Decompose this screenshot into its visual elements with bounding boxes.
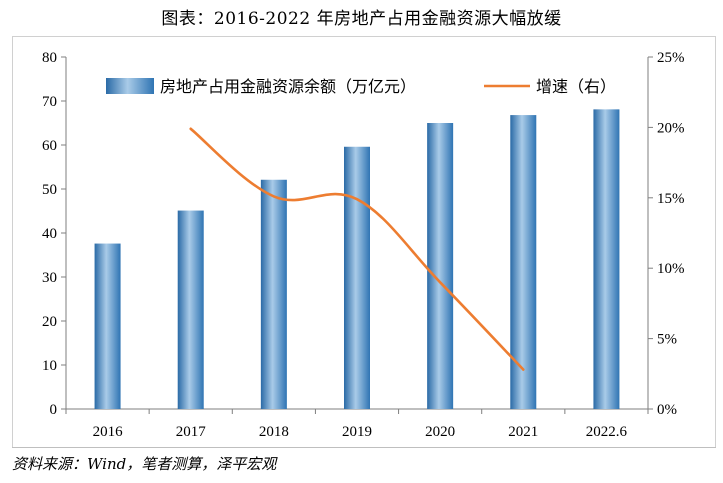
left-tick-label: 20 (42, 314, 57, 330)
bar (177, 210, 204, 409)
left-tick-label: 50 (42, 182, 57, 198)
bar (593, 109, 620, 410)
bar (510, 115, 537, 409)
left-tick-label: 80 (42, 50, 57, 66)
chart-title-prefix: 图表： (161, 9, 214, 29)
left-tick-label: 40 (42, 226, 57, 242)
right-tick-label: 0% (657, 402, 677, 418)
legend-bar-swatch (106, 78, 154, 94)
x-tick-label: 2020 (425, 424, 455, 440)
chart-title: 图表：2016-2022 年房地产占用金融资源大幅放缓 (0, 4, 723, 29)
right-tick-label: 5% (657, 332, 677, 348)
left-tick-label: 30 (42, 270, 57, 286)
x-tick-label: 2018 (259, 424, 289, 440)
x-tick-label: 2021 (508, 424, 538, 440)
x-tick-label: 2016 (93, 424, 124, 440)
source-note: 资料来源：Wind，笔者测算，泽平宏观 (12, 455, 277, 473)
growth-line (189, 127, 525, 371)
x-tick-label: 2019 (342, 424, 372, 440)
chart-title-text: 2016-2022 年房地产占用金融资源大幅放缓 (213, 9, 562, 29)
right-tick-label: 20% (657, 120, 685, 136)
legend-line-label: 增速（右） (536, 78, 616, 96)
right-tick-label: 25% (657, 50, 685, 66)
left-tick-label: 60 (42, 138, 57, 154)
footer-rule (12, 447, 716, 448)
left-tick-label: 10 (42, 358, 57, 374)
bar (344, 146, 370, 409)
left-tick-label: 0 (50, 402, 58, 418)
bar (427, 123, 454, 409)
bar (94, 243, 121, 409)
right-tick-label: 15% (657, 191, 685, 207)
legend-bar-label: 房地产占用金融资源余额（万亿元） (160, 77, 416, 96)
left-tick-label: 70 (42, 94, 57, 110)
bar (260, 179, 287, 409)
right-tick-label: 10% (657, 261, 685, 277)
x-tick-label: 2022.6 (586, 424, 628, 440)
x-tick-label: 2017 (176, 424, 207, 440)
